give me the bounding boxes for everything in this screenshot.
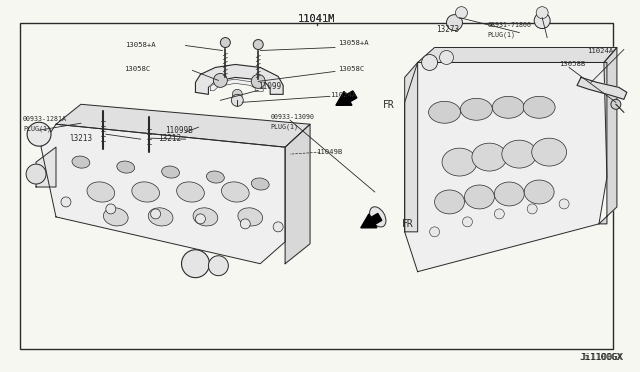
Bar: [20, 23, 613, 349]
Ellipse shape: [524, 180, 554, 204]
Circle shape: [213, 73, 227, 87]
Circle shape: [429, 227, 440, 237]
Circle shape: [559, 199, 569, 209]
Ellipse shape: [87, 182, 115, 202]
Polygon shape: [285, 124, 310, 264]
Ellipse shape: [207, 171, 224, 183]
Circle shape: [209, 256, 228, 276]
Text: 11099: 11099: [258, 82, 282, 91]
Circle shape: [252, 74, 265, 89]
Ellipse shape: [442, 148, 477, 176]
Text: 11041M: 11041M: [298, 14, 335, 24]
Circle shape: [27, 122, 51, 146]
Circle shape: [494, 209, 504, 219]
Text: 0B931-71800: 0B931-71800: [488, 22, 531, 28]
Circle shape: [106, 204, 116, 214]
Ellipse shape: [221, 182, 249, 202]
Circle shape: [611, 99, 621, 109]
Text: 13058B: 13058B: [559, 61, 586, 67]
Ellipse shape: [117, 161, 134, 173]
Ellipse shape: [492, 96, 524, 118]
FancyArrow shape: [336, 91, 357, 105]
Ellipse shape: [502, 140, 537, 168]
Ellipse shape: [465, 185, 494, 209]
Text: l3213: l3213: [69, 134, 92, 143]
Circle shape: [440, 51, 454, 64]
Ellipse shape: [238, 208, 262, 226]
Ellipse shape: [252, 178, 269, 190]
Circle shape: [422, 54, 438, 70]
Text: 13273: 13273: [436, 25, 460, 34]
Text: PLUG(1): PLUG(1): [23, 126, 51, 132]
Text: PLUG(1): PLUG(1): [270, 124, 298, 131]
Polygon shape: [577, 77, 627, 99]
Circle shape: [447, 15, 463, 31]
Circle shape: [195, 214, 205, 224]
Polygon shape: [56, 104, 310, 147]
Text: 11049B: 11049B: [316, 149, 342, 155]
Text: 11099B: 11099B: [166, 126, 193, 135]
Circle shape: [527, 204, 537, 214]
Polygon shape: [36, 147, 56, 187]
Text: 11041M: 11041M: [298, 14, 335, 24]
Text: Ji1100GX: Ji1100GX: [580, 353, 623, 362]
Circle shape: [240, 219, 250, 229]
Polygon shape: [404, 62, 607, 272]
Ellipse shape: [429, 101, 460, 123]
Ellipse shape: [148, 208, 173, 226]
Text: 11024A: 11024A: [587, 48, 613, 54]
Text: 13058+A: 13058+A: [125, 42, 156, 48]
Text: FR: FR: [383, 100, 394, 110]
Circle shape: [253, 39, 263, 49]
Circle shape: [456, 7, 467, 19]
Ellipse shape: [472, 143, 507, 171]
Polygon shape: [195, 64, 283, 94]
Text: 13058C: 13058C: [338, 67, 364, 73]
Ellipse shape: [72, 156, 90, 168]
Text: PLUG(1): PLUG(1): [488, 31, 515, 38]
Circle shape: [536, 7, 548, 19]
Circle shape: [150, 209, 161, 219]
Text: 00933-1281A: 00933-1281A: [23, 116, 67, 122]
Text: 13212: 13212: [159, 134, 182, 143]
Ellipse shape: [104, 208, 128, 226]
Ellipse shape: [132, 182, 159, 202]
Circle shape: [182, 250, 209, 278]
Circle shape: [26, 164, 46, 184]
Circle shape: [463, 217, 472, 227]
Ellipse shape: [177, 182, 204, 202]
Circle shape: [231, 94, 243, 106]
Circle shape: [273, 222, 283, 232]
Circle shape: [61, 197, 71, 207]
Polygon shape: [404, 62, 418, 232]
Text: 00933-13090: 00933-13090: [270, 114, 314, 120]
Ellipse shape: [460, 98, 492, 120]
Text: Ji1100GX: Ji1100GX: [580, 353, 623, 362]
Text: 13058C: 13058C: [124, 67, 150, 73]
Polygon shape: [599, 48, 617, 224]
Text: FR: FR: [402, 219, 413, 229]
Ellipse shape: [524, 96, 555, 118]
Circle shape: [534, 13, 550, 29]
Text: 13058+A: 13058+A: [338, 39, 369, 45]
Polygon shape: [211, 79, 263, 92]
Polygon shape: [41, 124, 285, 264]
Ellipse shape: [370, 207, 386, 227]
Ellipse shape: [193, 208, 218, 226]
Ellipse shape: [435, 190, 465, 214]
Text: 11024A: 11024A: [330, 92, 356, 98]
Ellipse shape: [162, 166, 179, 178]
Ellipse shape: [494, 182, 524, 206]
Polygon shape: [418, 48, 617, 62]
Circle shape: [220, 38, 230, 48]
Circle shape: [232, 89, 243, 99]
Ellipse shape: [532, 138, 566, 166]
FancyArrow shape: [361, 214, 382, 228]
